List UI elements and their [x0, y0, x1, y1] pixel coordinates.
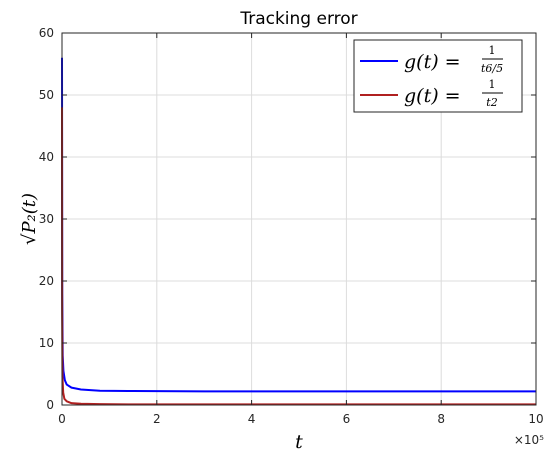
legend: g(t) = 1 t6/5 g(t) = 1 t2 — [353, 39, 523, 113]
chart-title: Tracking error — [239, 9, 357, 29]
series-lines — [61, 57, 536, 406]
y-tick-label: 50 — [39, 88, 54, 102]
y-tick-label: 0 — [46, 398, 54, 412]
y-axis-label: √P₂(t) — [19, 193, 40, 245]
legend-fraction-numerator-series-1: 1 — [489, 44, 496, 57]
y-tick-label: 60 — [39, 26, 54, 40]
legend-box — [353, 39, 523, 113]
legend-fraction-denominator-series-2: t2 — [486, 96, 497, 109]
axis-ticks: 0 2 4 6 8 10 0 10 20 30 40 50 60 — [39, 26, 544, 426]
y-tick-label: 20 — [39, 274, 54, 288]
legend-label-series-1: g(t) = — [404, 51, 461, 73]
x-tick-label: 8 — [437, 412, 445, 426]
legend-fraction-numerator-series-2: 1 — [489, 78, 496, 91]
series-line-2 — [61, 107, 536, 406]
y-tick-label: 30 — [39, 212, 54, 226]
x-tick-label: 4 — [248, 412, 256, 426]
x-axis-label: t — [295, 431, 303, 453]
x-tick-label: 2 — [153, 412, 161, 426]
y-tick-label: 40 — [39, 150, 54, 164]
x-axis-exponent-label: ×10⁵ — [514, 433, 544, 447]
x-tick-label: 6 — [343, 412, 351, 426]
x-tick-label: 0 — [58, 412, 66, 426]
legend-label-series-2: g(t) = — [404, 85, 461, 107]
y-tick-label: 10 — [39, 336, 54, 350]
legend-fraction-denominator-series-1: t6/5 — [481, 62, 503, 75]
x-tick-label: 10 — [528, 412, 543, 426]
